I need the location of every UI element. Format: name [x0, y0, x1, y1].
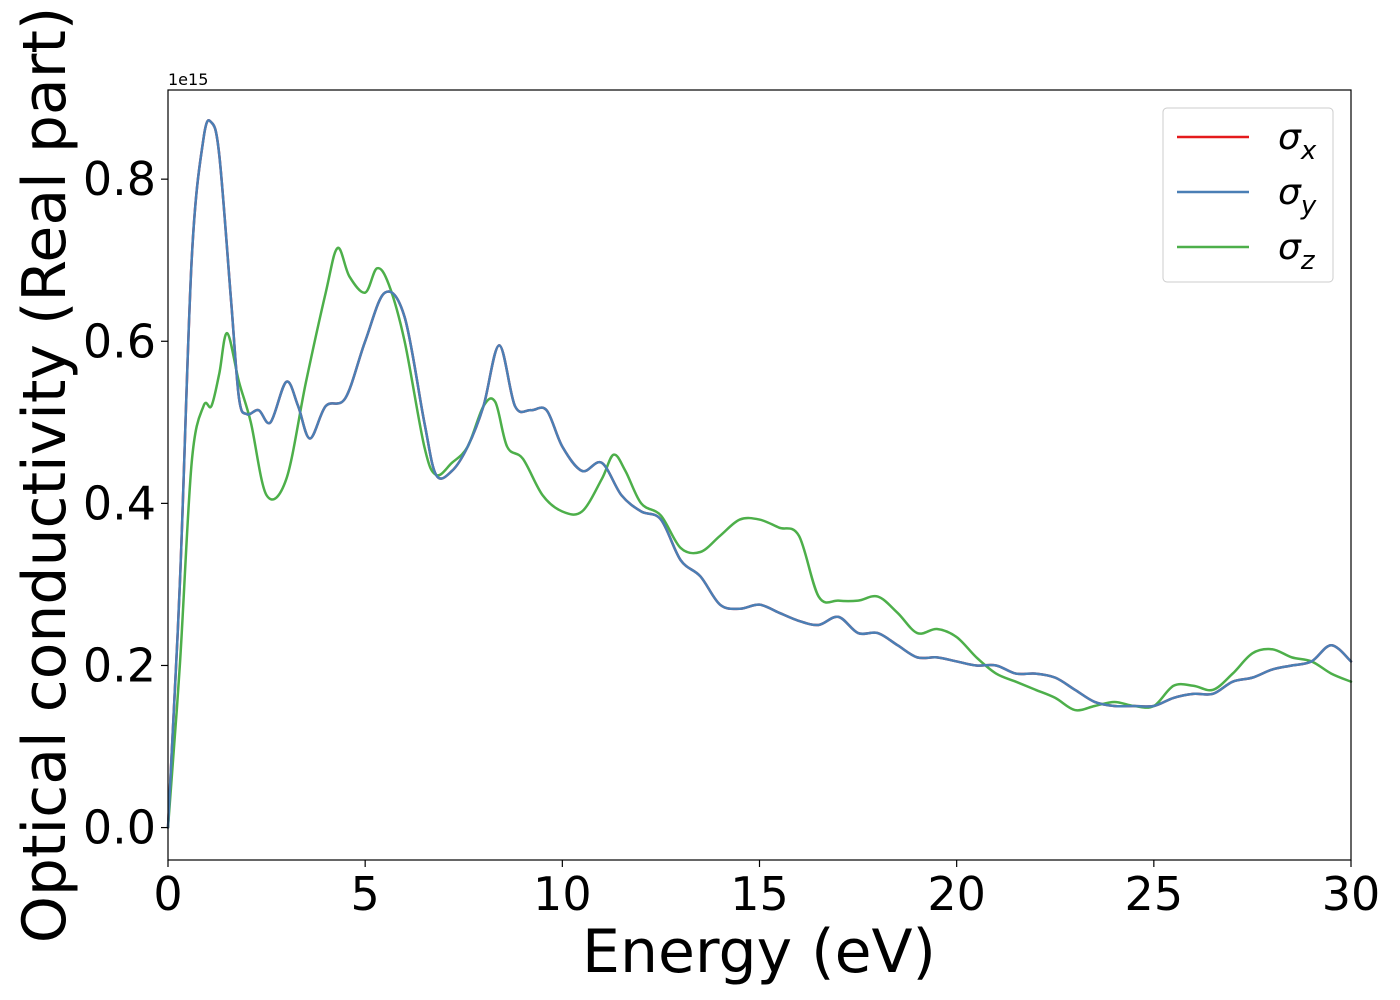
y-axis-title: Optical conductivity (Real part): [10, 7, 80, 944]
legend-label-sigma-z: σz: [1278, 227, 1316, 276]
legend-entries: σx σy σz: [1177, 117, 1317, 276]
y-tick-label: 0.0: [83, 801, 156, 855]
y-tick-label: 0.2: [83, 638, 156, 692]
x-axis-title: Energy (eV): [582, 917, 936, 987]
x-tick-label: 25: [1125, 867, 1184, 921]
series-line-sigma-z: [166, 246, 1353, 829]
legend: σx σy σz: [1162, 107, 1334, 283]
x-tick-label: 10: [533, 867, 592, 921]
series-line-sigma-y: [166, 119, 1353, 829]
x-tick-label: 30: [1322, 867, 1381, 921]
x-tick-label: 0: [153, 867, 182, 921]
y-tick-label: 0.6: [83, 314, 156, 368]
y-tick-label: 0.4: [83, 476, 156, 530]
y-axis: 0.0 0.2 0.4 0.6 0.8: [83, 152, 168, 855]
x-tick-label: 15: [730, 867, 789, 921]
x-tick-label: 5: [351, 867, 380, 921]
legend-label-sigma-x: σx: [1278, 117, 1317, 166]
y-offset-label: 1e15: [168, 70, 208, 89]
y-tick-label: 0.8: [83, 152, 156, 206]
x-axis: 0 5 10 15 20 25 30: [153, 860, 1380, 921]
x-tick-label: 20: [927, 867, 986, 921]
legend-label-sigma-y: σy: [1278, 172, 1317, 221]
legend-box: [1162, 107, 1334, 283]
series-layer: [166, 119, 1353, 829]
